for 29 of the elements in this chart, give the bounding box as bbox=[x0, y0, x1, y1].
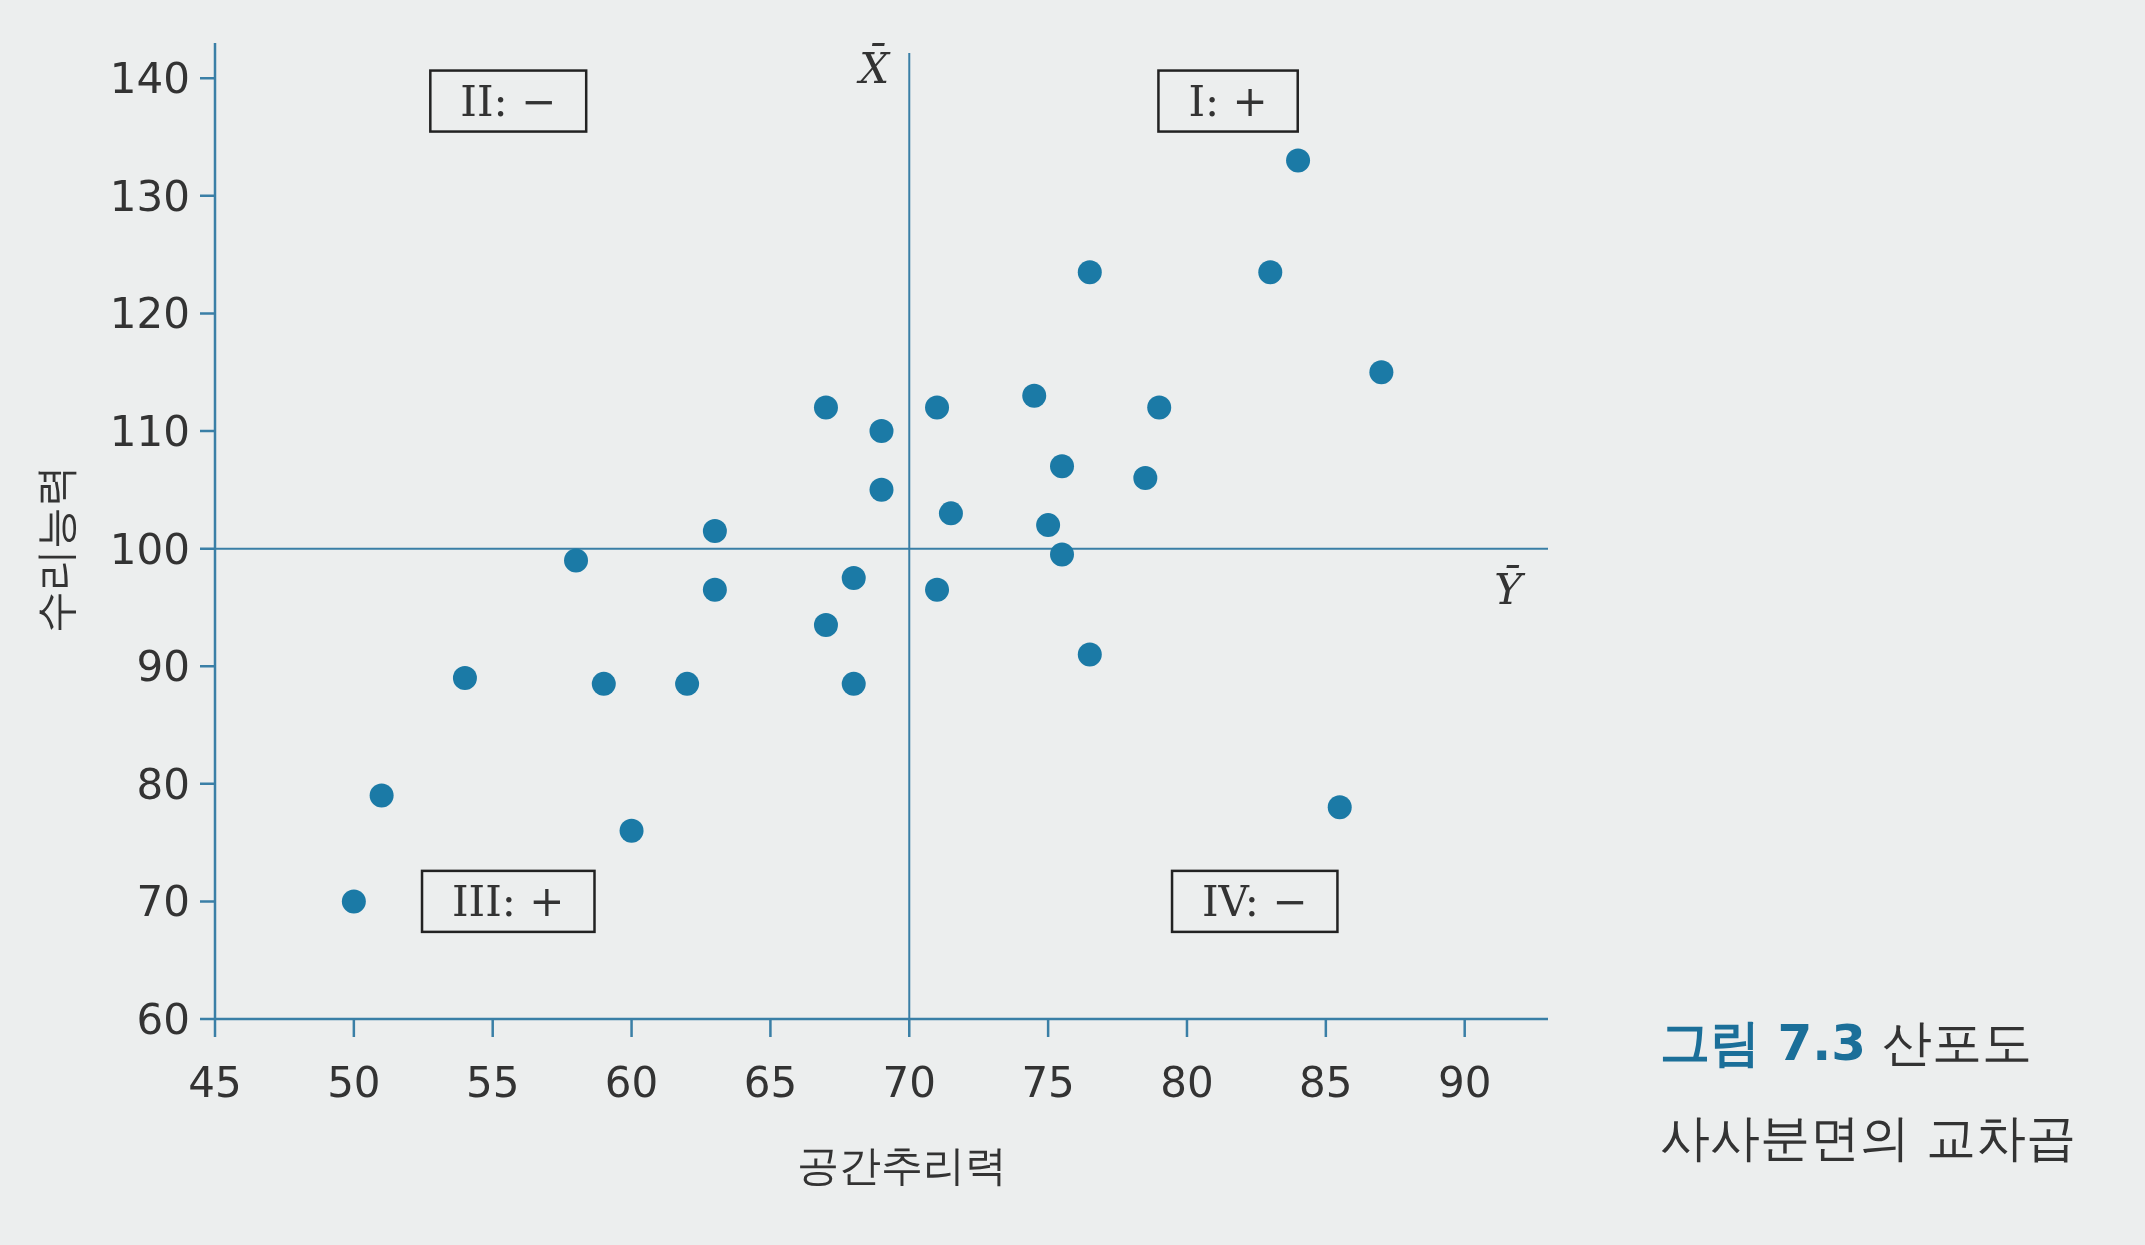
y-tick-label: 110 bbox=[109, 407, 190, 457]
ref-line-label: X̄ bbox=[856, 42, 892, 93]
x-tick-label: 80 bbox=[1160, 1058, 1214, 1107]
x-tick-label: 75 bbox=[1021, 1058, 1075, 1107]
y-tick-label: 80 bbox=[136, 759, 190, 809]
y-tick-label: 120 bbox=[109, 289, 190, 339]
y-tick-label: 70 bbox=[136, 877, 190, 927]
x-axis-title: 공간추리력 bbox=[796, 1141, 1007, 1190]
y-tick-label: 90 bbox=[136, 642, 190, 692]
x-tick-label: 90 bbox=[1437, 1058, 1492, 1107]
ref-line-label: Ȳ bbox=[1494, 564, 1527, 614]
text: 그림 7.3 산포도 bbox=[1660, 1014, 2032, 1072]
x-tick-label: 45 bbox=[188, 1058, 242, 1107]
x-tick-label: 55 bbox=[465, 1058, 520, 1107]
x-tick-label: 70 bbox=[882, 1058, 936, 1107]
x-tick-label: 50 bbox=[327, 1058, 381, 1107]
annotation: IV: − bbox=[1202, 876, 1308, 926]
annotation: I: + bbox=[1188, 76, 1268, 126]
y-tick-label: 140 bbox=[109, 54, 190, 104]
annotation: III: + bbox=[452, 876, 565, 926]
x-tick-label: 85 bbox=[1299, 1058, 1353, 1107]
annotation: II: − bbox=[460, 76, 557, 126]
y-axis-title: 수리능력 bbox=[31, 464, 80, 633]
y-tick-label: 130 bbox=[109, 171, 190, 221]
x-tick-label: 60 bbox=[604, 1058, 659, 1107]
x-tick-label: 65 bbox=[743, 1058, 798, 1107]
y-tick-label: 100 bbox=[109, 524, 190, 574]
y-tick-label: 60 bbox=[136, 995, 190, 1044]
text: 사사분면의 교차곱 bbox=[1660, 1109, 2076, 1167]
